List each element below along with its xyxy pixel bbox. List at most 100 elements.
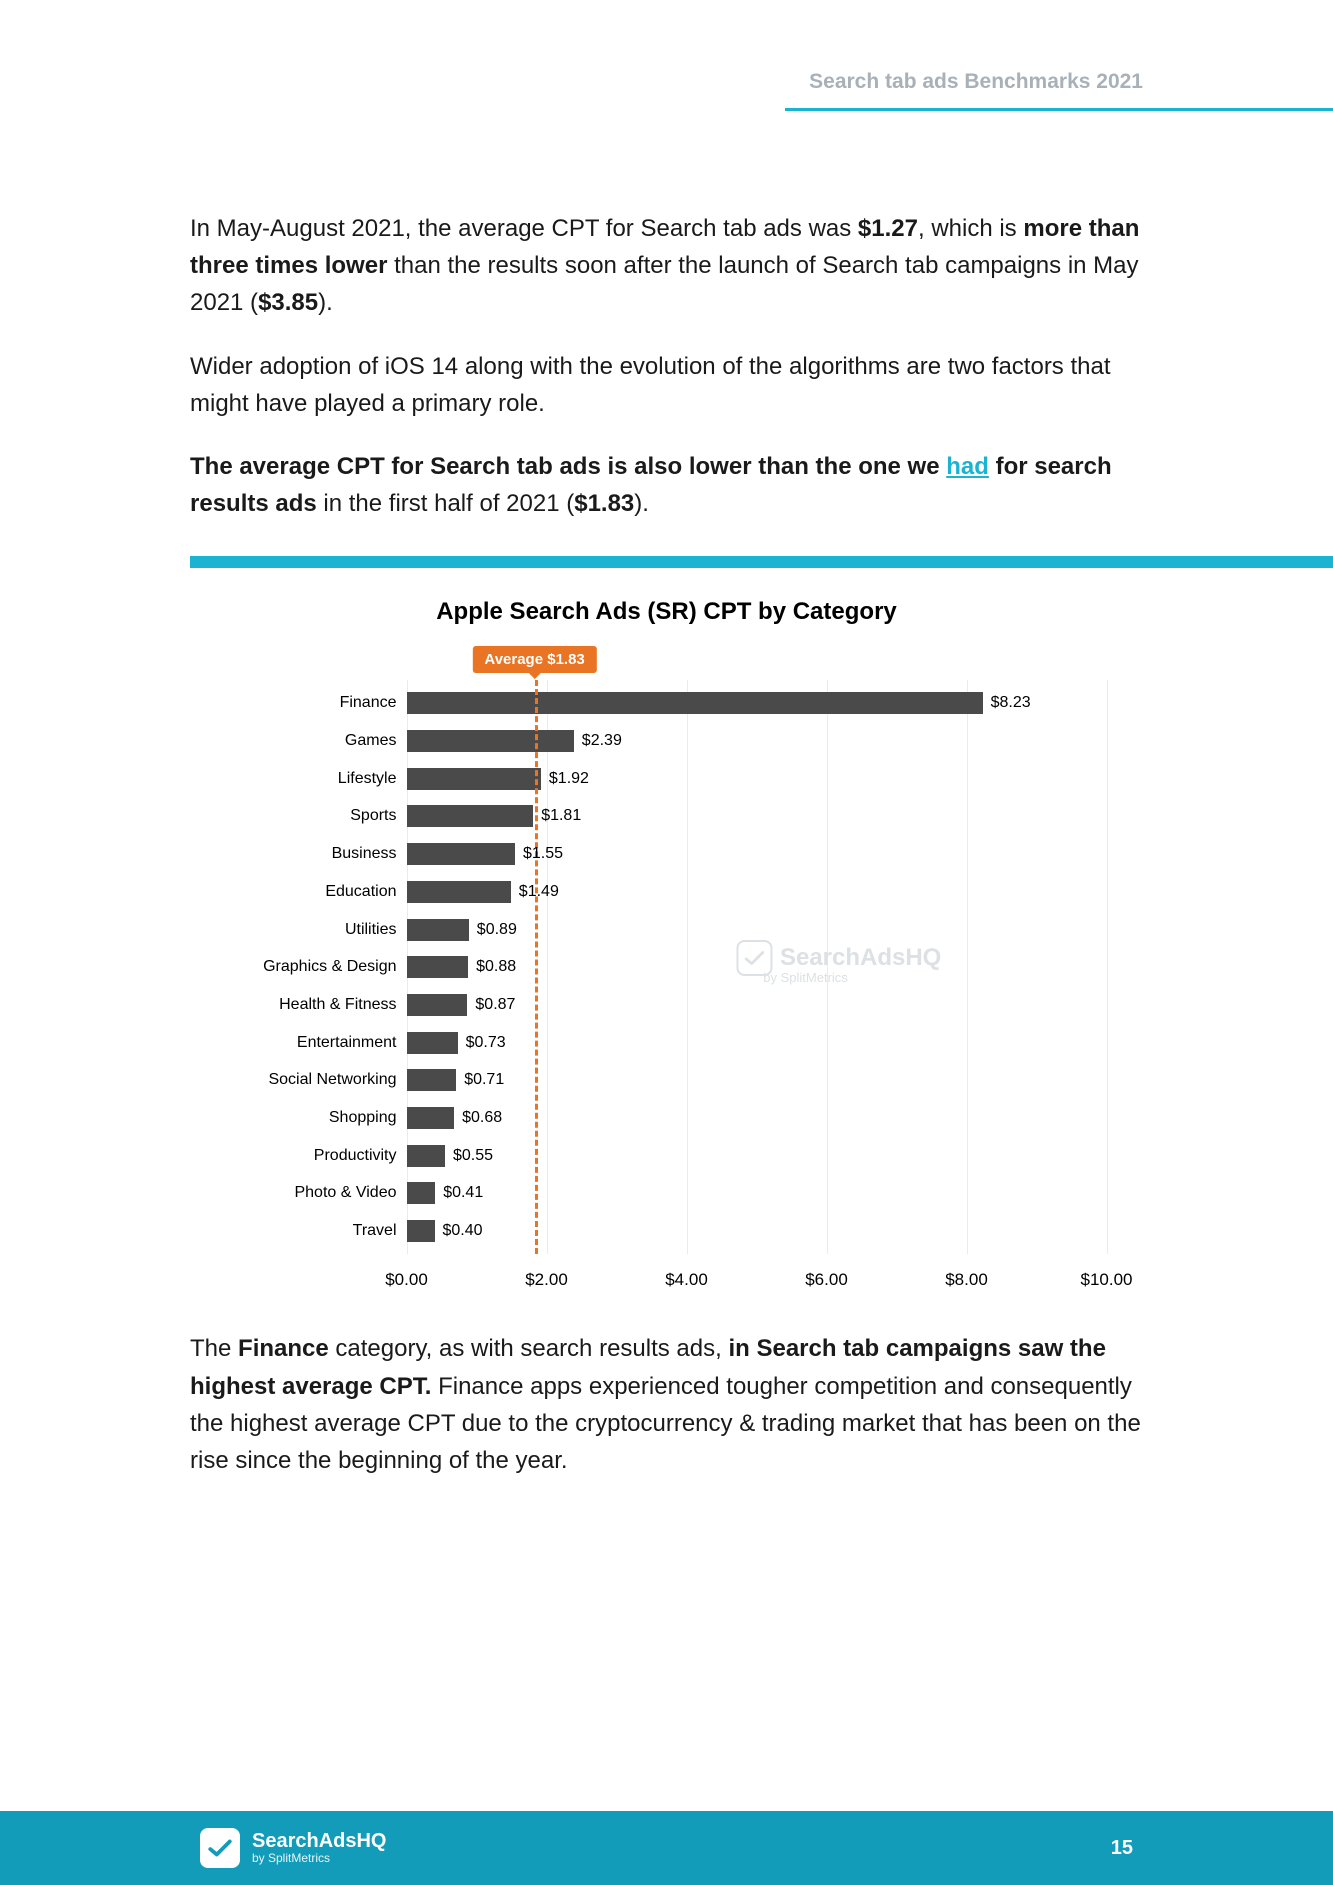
chart-bar-row: Education$1.49 — [407, 879, 1107, 905]
chart-bar — [407, 730, 574, 752]
p3-text-1: The average CPT for Search tab ads is al… — [190, 453, 946, 480]
p3-text-4: ). — [634, 490, 649, 517]
chart-x-tick: $4.00 — [665, 1270, 708, 1290]
footer-brand: SearchAdsHQ by SplitMetrics — [200, 1828, 387, 1868]
chart-bar-label: Shopping — [329, 1109, 407, 1127]
chart-bar — [407, 994, 468, 1016]
chart-bar — [407, 768, 541, 790]
c-b: Finance — [238, 1335, 329, 1362]
chart-bar — [407, 843, 516, 865]
chart-bar-label: Sports — [350, 807, 406, 825]
chart-bar-label: Lifestyle — [338, 770, 407, 788]
chart-x-tick: $8.00 — [945, 1270, 988, 1290]
paragraph-2: Wider adoption of iOS 14 along with the … — [190, 348, 1143, 422]
p1-text: In May-August 2021, the average CPT for … — [190, 215, 858, 242]
p3-text-3: in the first half of 2021 ( — [317, 490, 574, 517]
footer-brand-name: SearchAdsHQ — [252, 1831, 387, 1851]
chart-bar — [407, 692, 983, 714]
p3-link[interactable]: had — [946, 453, 989, 480]
chart-bar — [407, 1220, 435, 1242]
chart-bar-value: $0.71 — [464, 1071, 504, 1089]
chart-bar-label: Games — [345, 732, 407, 750]
chart-average-line — [535, 680, 538, 1254]
chart-bar-label: Productivity — [314, 1147, 407, 1165]
conclusion: The Finance category, as with search res… — [190, 1330, 1143, 1479]
c-a: The — [190, 1335, 238, 1362]
chart-bar-row: Games$2.39 — [407, 728, 1107, 754]
chart-bar — [407, 805, 534, 827]
chart-bar-value: $1.55 — [523, 845, 563, 863]
chart-bar-value: $2.39 — [582, 732, 622, 750]
chart-title: Apple Search Ads (SR) CPT by Category — [227, 598, 1107, 626]
page-number: 15 — [1111, 1837, 1133, 1860]
chart-bar-value: $1.81 — [541, 807, 581, 825]
chart-separator — [190, 556, 1333, 568]
chart-bar-value: $0.68 — [462, 1109, 502, 1127]
chart-bar-value: $0.55 — [453, 1147, 493, 1165]
chart-bar — [407, 1182, 436, 1204]
chart-bar-label: Finance — [340, 694, 407, 712]
chart-bar-label: Travel — [353, 1222, 407, 1240]
chart-x-tick: $0.00 — [385, 1270, 428, 1290]
p1-value-2: $3.85 — [258, 289, 318, 316]
watermark-sub: by SplitMetrics — [763, 970, 848, 985]
chart-bar-row: Shopping$0.68 — [407, 1105, 1107, 1131]
chart-bar — [407, 1032, 458, 1054]
chart-gridline — [967, 680, 968, 1254]
chart-bar-label: Graphics & Design — [263, 958, 406, 976]
chart-bar-label: Health & Fitness — [279, 996, 406, 1014]
header-rule — [785, 108, 1333, 111]
chart-bar-value: $0.87 — [475, 996, 515, 1014]
p1-text-2: , which is — [918, 215, 1023, 242]
p1-text-4: ). — [318, 289, 333, 316]
chart-bar-value: $8.23 — [991, 694, 1031, 712]
c-c: category, as with search results ads, — [329, 1335, 729, 1362]
chart-bar-row: Health & Fitness$0.87 — [407, 992, 1107, 1018]
paragraph-1: In May-August 2021, the average CPT for … — [190, 210, 1143, 322]
chart-bar-row: Travel$0.40 — [407, 1218, 1107, 1244]
chart-bar-row: Utilities$0.89 — [407, 917, 1107, 943]
chart-area: SearchAdsHQ by SplitMetrics Finance$8.23… — [227, 644, 1107, 1294]
chart-bar — [407, 1069, 457, 1091]
footer-byline: by SplitMetrics — [252, 1851, 387, 1865]
chart-bar-value: $0.73 — [466, 1034, 506, 1052]
chart-bar-row: Business$1.55 — [407, 841, 1107, 867]
chart-bar-value: $0.88 — [476, 958, 516, 976]
chart-bar-value: $1.92 — [549, 770, 589, 788]
chart-gridline — [1107, 680, 1108, 1254]
footer-text: SearchAdsHQ by SplitMetrics — [252, 1831, 387, 1865]
chart-bar-row: Finance$8.23 — [407, 690, 1107, 716]
chart-bar-value: $1.49 — [519, 883, 559, 901]
chart-bar — [407, 1145, 446, 1167]
chart: Apple Search Ads (SR) CPT by Category Se… — [227, 598, 1107, 1294]
chart-gridline — [687, 680, 688, 1254]
chart-bar-label: Social Networking — [268, 1071, 406, 1089]
p3-value: $1.83 — [574, 490, 634, 517]
chart-bar-label: Business — [332, 845, 407, 863]
chart-bar-value: $0.40 — [443, 1222, 483, 1240]
chart-bar-label: Education — [325, 883, 406, 901]
chart-plot: SearchAdsHQ by SplitMetrics Finance$8.23… — [407, 680, 1107, 1254]
chart-bar — [407, 881, 511, 903]
header-label: Search tab ads Benchmarks 2021 — [809, 70, 1143, 94]
chart-x-axis: $0.00$2.00$4.00$6.00$8.00$10.00 — [407, 1264, 1107, 1294]
footer: SearchAdsHQ by SplitMetrics 15 — [0, 1811, 1333, 1885]
chart-bar-label: Photo & Video — [294, 1184, 406, 1202]
chart-bar-label: Utilities — [345, 921, 407, 939]
chart-bar-row: Social Networking$0.71 — [407, 1067, 1107, 1093]
chart-bar-row: Lifestyle$1.92 — [407, 766, 1107, 792]
paragraph-3: The average CPT for Search tab ads is al… — [190, 448, 1143, 522]
chart-bar-value: $0.89 — [477, 921, 517, 939]
chart-bar — [407, 919, 469, 941]
conclusion-p: The Finance category, as with search res… — [190, 1330, 1143, 1479]
chart-x-tick: $6.00 — [805, 1270, 848, 1290]
chart-bar — [407, 956, 469, 978]
chart-bar — [407, 1107, 455, 1129]
p1-value-1: $1.27 — [858, 215, 918, 242]
watermark-text: SearchAdsHQ — [780, 944, 941, 972]
chart-bar-row: Sports$1.81 — [407, 803, 1107, 829]
chart-gridline — [547, 680, 548, 1254]
footer-logo-icon — [200, 1828, 240, 1868]
chart-x-tick: $10.00 — [1081, 1270, 1133, 1290]
chart-bar-value: $0.41 — [443, 1184, 483, 1202]
